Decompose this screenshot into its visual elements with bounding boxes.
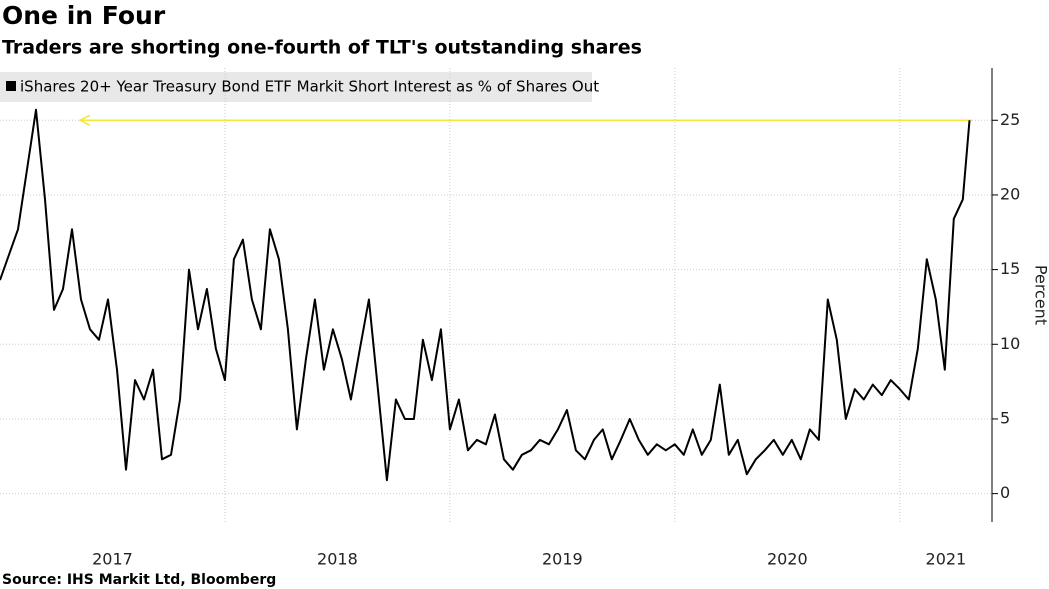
data-line bbox=[0, 108, 971, 482]
legend-label: iShares 20+ Year Treasury Bond ETF Marki… bbox=[20, 78, 599, 96]
x-tick-label: 2017 bbox=[92, 550, 133, 569]
y-tick-label: 0 bbox=[1000, 483, 1010, 502]
y-axis-label: Percent bbox=[1032, 265, 1049, 325]
x-tick-label: 2020 bbox=[767, 550, 808, 569]
y-tick-label: 10 bbox=[1000, 334, 1020, 353]
y-tick-label: 20 bbox=[1000, 184, 1020, 203]
x-tick-label: 2019 bbox=[542, 550, 583, 569]
y-tick-label: 25 bbox=[1000, 110, 1020, 129]
legend-box bbox=[0, 72, 592, 102]
chart-subtitle: Traders are shorting one-fourth of TLT's… bbox=[2, 37, 642, 59]
x-tick-label: 2018 bbox=[317, 550, 358, 569]
source: Source: IHS Markit Ltd, Bloomberg bbox=[2, 572, 276, 588]
x-tick-label: 2021 bbox=[926, 550, 967, 569]
chart-title: One in Four bbox=[2, 1, 166, 30]
reference-arrow bbox=[78, 114, 91, 126]
legend-swatch bbox=[6, 81, 16, 91]
y-tick-label: 5 bbox=[1000, 408, 1010, 427]
y-tick-label: 15 bbox=[1000, 259, 1020, 278]
